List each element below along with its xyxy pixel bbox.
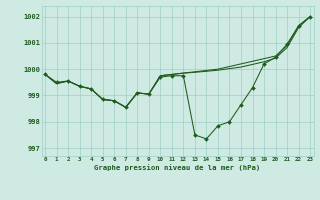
X-axis label: Graphe pression niveau de la mer (hPa): Graphe pression niveau de la mer (hPa) bbox=[94, 164, 261, 171]
